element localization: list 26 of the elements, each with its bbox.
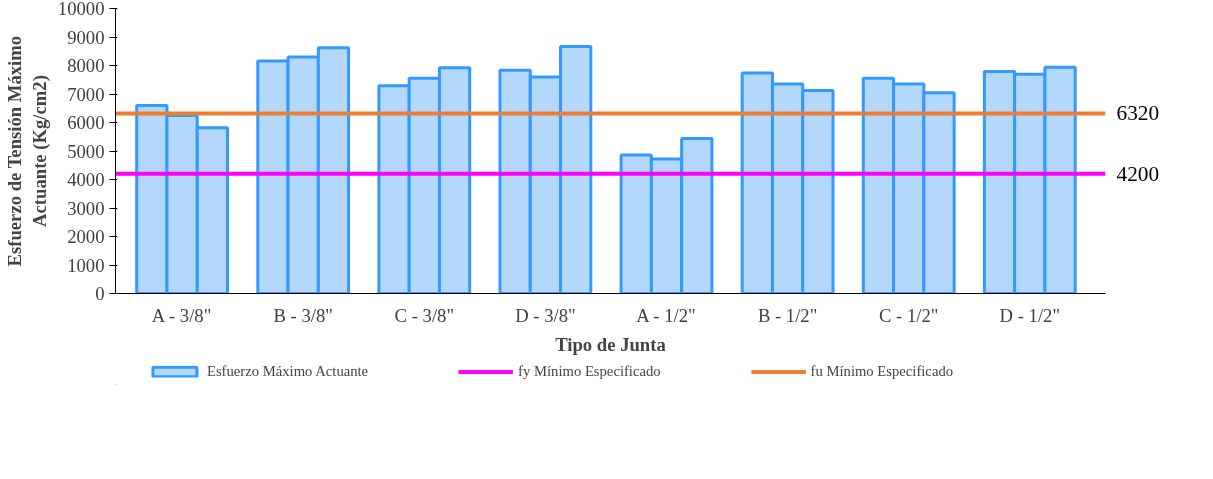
y-tick-label: 10000 — [57, 0, 105, 19]
y-tick-label: 5000 — [67, 140, 105, 162]
x-tick-label: B - 1/2" — [757, 304, 818, 326]
y-tick-label: 3000 — [67, 197, 105, 219]
x-tick-label: D - 3/8" — [515, 304, 576, 326]
x-tick-label: D - 1/2" — [999, 304, 1061, 326]
y-tick-label: 0 — [95, 283, 105, 304]
y2-tick-label: 6320 — [1116, 101, 1160, 126]
x-tick-label: A - 1/2" — [636, 304, 696, 326]
y-tick-label: 6000 — [67, 112, 105, 133]
legend-label: fy Mínimo Especificado — [518, 362, 661, 380]
x-axis-title: Tipo de Junta — [555, 333, 667, 355]
y-tick-label: 2000 — [67, 226, 105, 247]
y-tick-label: 4000 — [67, 169, 105, 190]
y-tick-label: 7000 — [67, 83, 105, 105]
x-tick-label: C - 3/8" — [394, 304, 455, 326]
y-tick-label: 9000 — [67, 26, 105, 48]
x-tick-label: C - 1/2" — [878, 304, 939, 326]
x-tick-label: B - 3/8" — [273, 304, 333, 326]
y-tick-label: 1000 — [67, 254, 105, 276]
legend-label: Esfuerzo Máximo Actuante — [206, 362, 369, 380]
y-tick-label: 8000 — [67, 55, 105, 76]
y-axis-title: Esfuerzo de Tensión Máximo Actuante (Kg/cm2) — [3, 35, 51, 267]
x-tick-label: A - 3/8" — [151, 304, 212, 326]
y2-tick-label: 4200 — [1116, 161, 1160, 186]
legend-label: fu Mínimo Especificado — [810, 362, 954, 380]
